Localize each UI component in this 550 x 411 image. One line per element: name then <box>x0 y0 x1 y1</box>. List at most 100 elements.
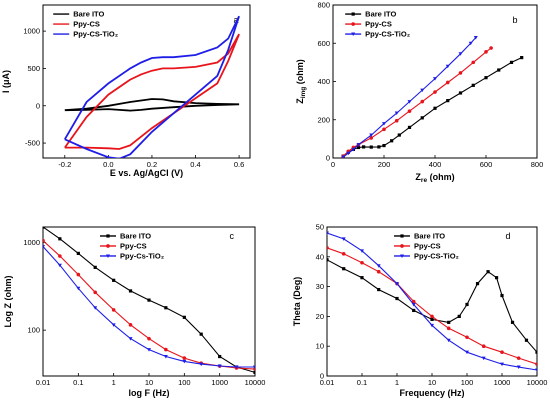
data-point <box>382 122 386 126</box>
series-line <box>342 57 522 157</box>
x-tick-label: 0 <box>331 160 335 169</box>
series-2 <box>327 231 537 373</box>
data-point <box>58 237 62 241</box>
data-point <box>376 264 381 268</box>
data-point <box>510 320 515 324</box>
data-point <box>112 278 116 282</box>
data-point <box>407 109 412 113</box>
data-point <box>468 41 473 46</box>
data-point <box>412 308 416 313</box>
x-tick-label: 10 <box>145 378 153 387</box>
data-point <box>341 252 346 256</box>
data-point <box>369 136 374 140</box>
data-point <box>57 263 62 268</box>
x-tick-label: 1 <box>112 378 116 387</box>
data-point <box>471 83 475 87</box>
panel-d: 0.01 0.1 1 10 100 1000 10000 0 10 20 30 40 50 Frequen… <box>292 223 547 399</box>
data-point <box>497 68 501 72</box>
x-tick-label: 100 <box>178 378 191 387</box>
x-axis-label: log F (Hz) <box>129 388 170 398</box>
legend-label: Ppy-CS-TiO₂ <box>365 30 410 39</box>
data-point <box>128 337 133 341</box>
data-point <box>500 350 504 354</box>
x-tick-label: 0.4 <box>190 160 200 169</box>
data-point <box>356 143 361 147</box>
x-tick-label: 10 <box>428 378 436 387</box>
legend-label: Ppy-CS-TiO₂ <box>414 251 459 260</box>
legend-marker <box>351 32 356 37</box>
data-point <box>535 350 537 354</box>
data-point <box>76 286 81 291</box>
plot-frame <box>332 4 538 159</box>
legend-label: Bare ITO <box>73 10 104 19</box>
panel-letter: d <box>506 231 511 241</box>
data-point <box>43 227 45 229</box>
series-0 <box>341 55 524 158</box>
x-tick-label: 0.1 <box>73 378 83 387</box>
legend-marker <box>106 234 110 238</box>
y-tick-label: -500 <box>25 139 40 148</box>
data-point <box>360 249 364 253</box>
panel-letter: a <box>233 15 238 25</box>
data-point <box>369 145 373 149</box>
y-tick-label: 0 <box>326 154 330 163</box>
data-point <box>253 365 255 369</box>
y-tick-label: 800 <box>317 1 330 10</box>
data-point <box>147 298 151 302</box>
y-axis-label: Log Z (ohm) <box>3 276 13 328</box>
legend-label: Ppy-Cs-TiO₂ <box>120 251 164 260</box>
data-point <box>164 306 168 310</box>
panel-c: 0.01 0.1 1 10 100 1000 10000 100 1000 log F (Hz) L… <box>3 226 265 398</box>
data-point <box>360 260 364 265</box>
legend-label: Ppy-CS <box>365 20 392 29</box>
y-tick-label: 200 <box>317 115 330 124</box>
data-point <box>356 145 361 150</box>
data-point <box>446 99 450 103</box>
x-tick-label: 800 <box>531 160 544 169</box>
data-point <box>43 238 45 243</box>
data-point <box>447 320 451 324</box>
data-point <box>516 356 521 360</box>
data-point <box>382 143 386 148</box>
data-point <box>341 237 346 241</box>
data-point <box>520 55 524 60</box>
data-point <box>327 258 329 262</box>
data-point <box>395 296 399 301</box>
series-line <box>327 247 537 365</box>
data-point <box>164 347 168 352</box>
data-point <box>382 127 386 132</box>
series-2 <box>341 36 478 158</box>
series-line <box>342 37 477 158</box>
y-tick-label: 20 <box>316 312 324 321</box>
data-point <box>147 336 151 341</box>
data-point <box>465 350 469 355</box>
y-tick-label: 40 <box>316 252 324 261</box>
legend-label: Ppy-CS <box>120 241 147 250</box>
y-tick-label: 10 <box>316 342 324 351</box>
y-tick-label: 400 <box>317 77 330 86</box>
data-point <box>509 60 514 64</box>
data-point <box>458 91 463 95</box>
legend-label: Bare ITO <box>414 231 445 240</box>
x-axis-label: Zre (ohm) <box>415 172 454 184</box>
series-line <box>327 259 537 353</box>
x-tick-label: 1 <box>395 378 399 387</box>
data-point <box>433 77 437 81</box>
data-point <box>465 335 469 340</box>
legend-label: Ppy-CS <box>414 241 441 250</box>
legend-label: Ppy-CS-TiO₂ <box>73 30 118 39</box>
data-point <box>397 133 401 137</box>
data-point <box>446 326 451 331</box>
series-1 <box>327 246 537 366</box>
y-axis-label: I (μA) <box>1 70 11 93</box>
legend-marker <box>106 254 110 258</box>
y-axis-label: Zimg (ohm) <box>295 59 307 104</box>
data-point <box>445 64 450 69</box>
series-2 <box>64 15 240 158</box>
data-point <box>58 254 62 258</box>
x-tick-label: 0.1 <box>357 378 367 387</box>
data-point <box>535 368 537 373</box>
legend-label: Bare ITO <box>120 231 151 240</box>
data-point <box>342 267 346 271</box>
x-tick-label: 100 <box>461 378 474 387</box>
